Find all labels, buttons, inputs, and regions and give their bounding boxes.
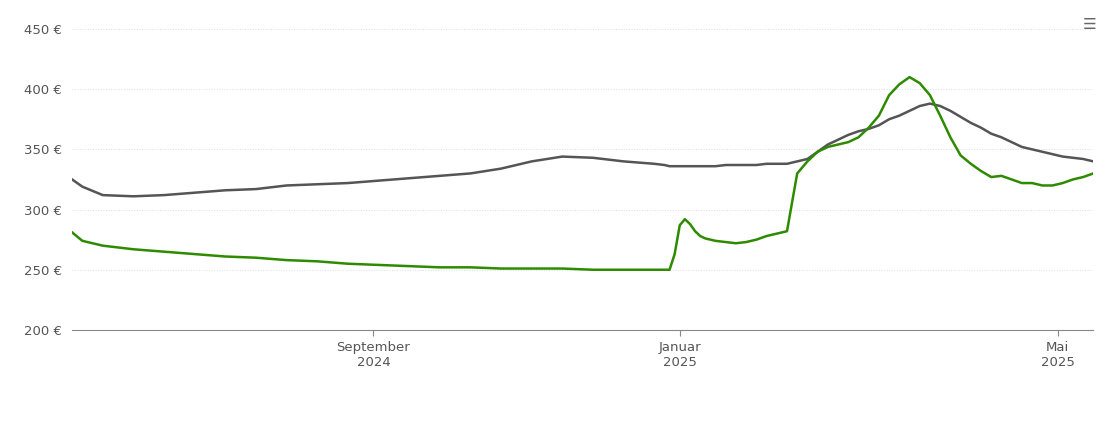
Text: ☰: ☰ bbox=[1083, 17, 1097, 32]
